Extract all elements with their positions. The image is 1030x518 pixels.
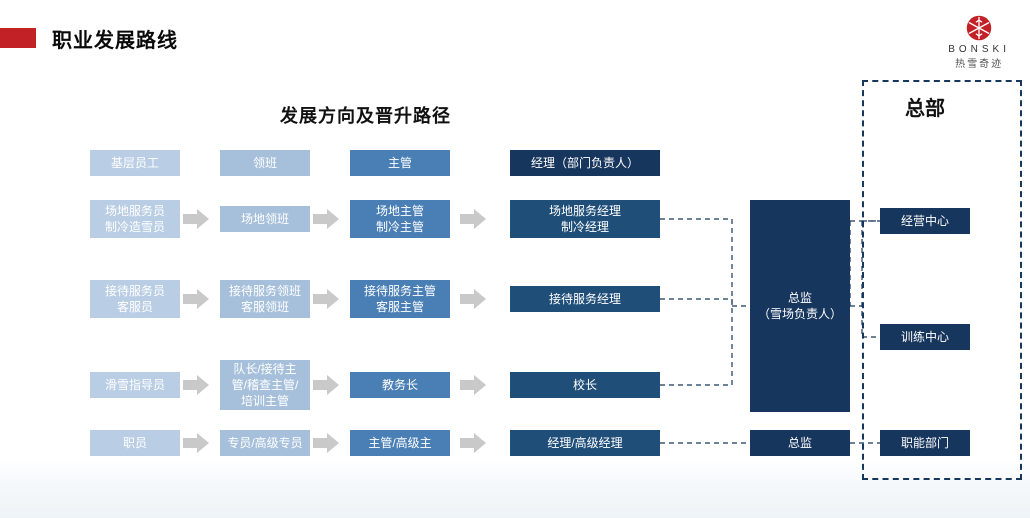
- row2-c1-line: 接待服务员: [105, 283, 165, 299]
- row2-c3-line: 客服主管: [376, 299, 424, 315]
- row4-c4: 经理/高级经理: [510, 430, 660, 456]
- row2-c2: 接待服务领班客服领班: [220, 280, 310, 318]
- row1-c3-line: 制冷主管: [376, 219, 424, 235]
- brand-logo: BONSKI 热雪奇迹: [948, 14, 1010, 70]
- hq-box-3: 职能部门: [880, 430, 970, 456]
- row4-c2: 专员/高级专员: [220, 430, 310, 456]
- row3-c4: 校长: [510, 372, 660, 398]
- row2-c4: 接待服务经理: [510, 286, 660, 312]
- flow-arrow-icon: [183, 209, 209, 229]
- row1-c2-line: 场地领班: [241, 211, 289, 227]
- director-main-box: 总监（雪场负责人）: [750, 200, 850, 412]
- flow-arrow-icon: [313, 289, 339, 309]
- row4-c3: 主管/高级主: [350, 430, 450, 456]
- row1-c4-line: 场地服务经理: [549, 203, 621, 219]
- row2-c3: 接待服务主管客服主管: [350, 280, 450, 318]
- row4-c4-line: 经理/高级经理: [547, 435, 622, 451]
- flow-arrow-icon: [313, 433, 339, 453]
- hq-box-1: 经营中心: [880, 208, 970, 234]
- flow-arrow-icon: [460, 375, 486, 395]
- flow-arrow-icon: [183, 433, 209, 453]
- row2-c1-line: 客服员: [117, 299, 153, 315]
- header-box-4: 经理（部门负责人）: [510, 150, 660, 176]
- flow-arrow-icon: [460, 289, 486, 309]
- director-main-box-line: （雪场负责人）: [758, 306, 842, 322]
- flow-arrow-icon: [460, 209, 486, 229]
- row1-c3-line: 场地主管: [376, 203, 424, 219]
- row2-c2-line: 客服领班: [241, 299, 289, 315]
- title-red-block: [0, 28, 36, 48]
- logo-text-cn: 热雪奇迹: [948, 55, 1010, 70]
- header-box-2-line: 领班: [253, 155, 277, 171]
- row2-c4-line: 接待服务经理: [549, 291, 621, 307]
- row3-c2-line: 管/稽查主管/: [232, 377, 299, 393]
- header-box-2: 领班: [220, 150, 310, 176]
- header-box-3: 主管: [350, 150, 450, 176]
- row3-c2-line: 培训主管: [241, 393, 289, 409]
- row3-c2-line: 队长/接待主: [233, 361, 296, 377]
- hq-dashed-frame: [862, 80, 1022, 480]
- director-main-box-line: 总监: [788, 290, 812, 306]
- snowflake-icon: [965, 14, 993, 42]
- flow-arrow-icon: [183, 375, 209, 395]
- row1-c1: 场地服务员制冷造雪员: [90, 200, 180, 238]
- header-box-3-line: 主管: [388, 155, 412, 171]
- row4-c2-line: 专员/高级专员: [227, 435, 302, 451]
- flow-arrow-icon: [313, 375, 339, 395]
- director-bottom-box: 总监: [750, 430, 850, 456]
- hq-box-2: 训练中心: [880, 324, 970, 350]
- row3-c3-line: 教务长: [382, 377, 418, 393]
- hq-box-2-line: 训练中心: [901, 329, 949, 345]
- hq-box-3-line: 职能部门: [901, 435, 949, 451]
- row4-c1-line: 职员: [123, 435, 147, 451]
- row1-c1-line: 场地服务员: [105, 203, 165, 219]
- row3-c2: 队长/接待主管/稽查主管/培训主管: [220, 360, 310, 410]
- flow-arrow-icon: [313, 209, 339, 229]
- row2-c2-line: 接待服务领班: [229, 283, 301, 299]
- director-bottom-box-line: 总监: [788, 435, 812, 451]
- header-box-1-line: 基层员工: [111, 155, 159, 171]
- row1-c4-line: 制冷经理: [561, 219, 609, 235]
- logo-text-en: BONSKI: [948, 44, 1010, 55]
- slide-root: 职业发展路线 发展方向及晋升路径 总部 BONSKI 热雪奇迹 基层员工领班主管…: [0, 0, 1030, 518]
- row1-c2: 场地领班: [220, 206, 310, 232]
- row3-c4-line: 校长: [573, 377, 597, 393]
- row3-c1-line: 滑雪指导员: [105, 377, 165, 393]
- row2-c3-line: 接待服务主管: [364, 283, 436, 299]
- hq-box-1-line: 经营中心: [901, 213, 949, 229]
- row3-c1: 滑雪指导员: [90, 372, 180, 398]
- row3-c3: 教务长: [350, 372, 450, 398]
- row1-c4: 场地服务经理制冷经理: [510, 200, 660, 238]
- row2-c1: 接待服务员客服员: [90, 280, 180, 318]
- header-box-1: 基层员工: [90, 150, 180, 176]
- row4-c1: 职员: [90, 430, 180, 456]
- row1-c1-line: 制冷造雪员: [105, 219, 165, 235]
- header-box-4-line: 经理（部门负责人）: [531, 155, 639, 171]
- flow-arrow-icon: [460, 433, 486, 453]
- row1-c3: 场地主管制冷主管: [350, 200, 450, 238]
- row4-c3-line: 主管/高级主: [368, 435, 431, 451]
- flow-arrow-icon: [183, 289, 209, 309]
- section-subtitle: 发展方向及晋升路径: [280, 102, 451, 128]
- page-title: 职业发展路线: [52, 24, 178, 53]
